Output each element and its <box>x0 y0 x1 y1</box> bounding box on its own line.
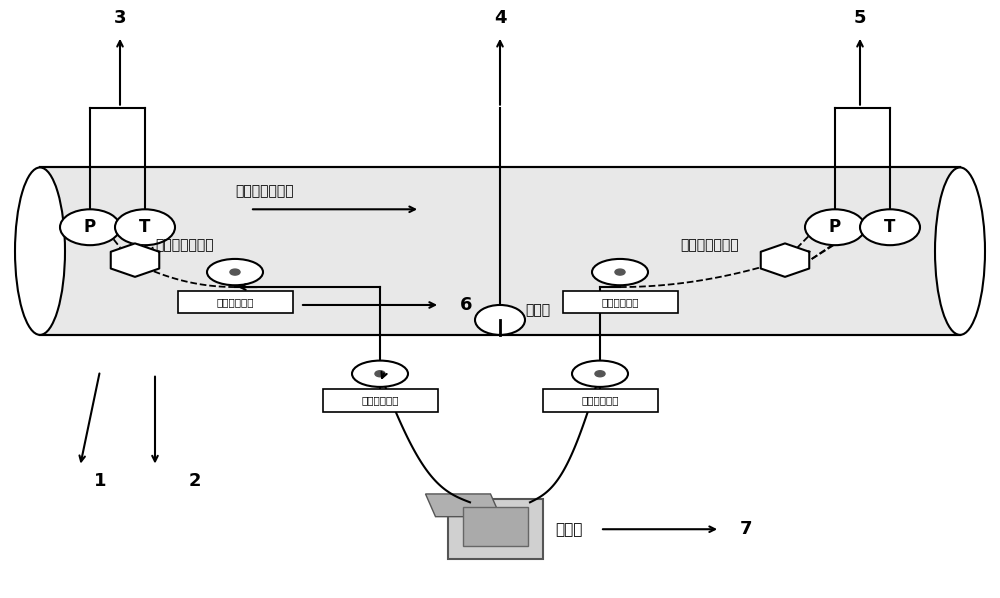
Circle shape <box>375 371 385 377</box>
FancyBboxPatch shape <box>448 499 542 559</box>
Text: P: P <box>84 218 96 236</box>
Text: 6: 6 <box>460 296 473 314</box>
Text: 7: 7 <box>740 520 753 538</box>
Circle shape <box>60 209 120 245</box>
Ellipse shape <box>15 167 65 335</box>
Text: 4: 4 <box>494 9 506 27</box>
Text: T: T <box>884 218 896 236</box>
Text: 无线传输模块: 无线传输模块 <box>601 297 639 307</box>
FancyBboxPatch shape <box>40 167 960 335</box>
Circle shape <box>475 305 525 335</box>
FancyBboxPatch shape <box>178 291 292 313</box>
FancyBboxPatch shape <box>562 291 678 313</box>
Text: 2: 2 <box>189 472 201 490</box>
Polygon shape <box>426 494 501 517</box>
FancyBboxPatch shape <box>322 389 438 412</box>
Circle shape <box>595 371 605 377</box>
Ellipse shape <box>207 259 263 285</box>
Polygon shape <box>761 243 809 277</box>
Ellipse shape <box>352 361 408 387</box>
Text: 计算机: 计算机 <box>555 521 582 537</box>
Text: P: P <box>829 218 841 236</box>
Text: 5: 5 <box>854 9 866 27</box>
Circle shape <box>615 269 625 275</box>
Text: 无线传输模块: 无线传输模块 <box>216 297 254 307</box>
Text: 次声波接收装置: 次声波接收装置 <box>680 238 739 252</box>
Circle shape <box>230 269 240 275</box>
Ellipse shape <box>572 361 628 387</box>
Circle shape <box>860 209 920 245</box>
FancyBboxPatch shape <box>462 507 528 545</box>
Text: T: T <box>139 218 151 236</box>
Text: 1: 1 <box>94 472 106 490</box>
Text: 次声波发生装置: 次声波发生装置 <box>155 238 214 252</box>
Polygon shape <box>111 243 159 277</box>
Text: 泄露阀: 泄露阀 <box>525 303 550 317</box>
Text: 天然气传输方向: 天然气传输方向 <box>235 184 294 199</box>
Text: 3: 3 <box>114 9 126 27</box>
Circle shape <box>805 209 865 245</box>
Ellipse shape <box>592 259 648 285</box>
Text: 无线接收模块: 无线接收模块 <box>581 396 619 405</box>
Circle shape <box>115 209 175 245</box>
FancyBboxPatch shape <box>542 389 658 412</box>
Text: 无线接收模块: 无线接收模块 <box>361 396 399 405</box>
Ellipse shape <box>935 167 985 335</box>
